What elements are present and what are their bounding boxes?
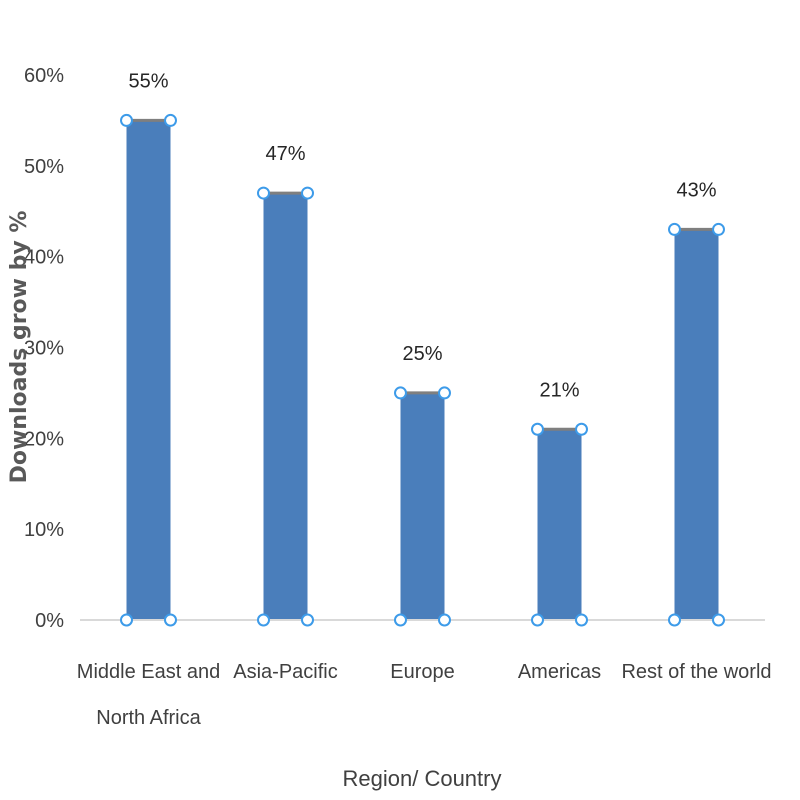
x-category-label-line: Rest of the world [621,661,771,683]
resize-handle[interactable] [531,613,544,627]
resize-handle[interactable] [120,613,133,627]
resize-handle[interactable] [120,113,133,127]
x-category-label: Middle East and North Africa [77,661,220,729]
resize-handle[interactable] [438,613,451,627]
resize-handle[interactable] [301,186,314,200]
data-label: 55% [128,70,168,92]
bar[interactable] [263,193,308,621]
y-tick-label: 60% [24,65,64,87]
x-category-label: Asia-Pacific [233,661,337,683]
x-category-label-line: Europe [390,661,455,683]
data-label: 25% [402,343,442,365]
y-axis-ticks: 0% 10% 20% 30% 40% 50% 60% [24,65,64,632]
bars [126,118,719,621]
data-label: 47% [265,143,305,165]
y-tick-label: 20% [24,428,64,450]
selection-handles[interactable] [120,113,725,627]
x-category-label-line: Asia-Pacific [233,661,337,683]
y-tick-label: 0% [35,610,64,632]
x-axis-title: Region/ Country [343,766,502,791]
resize-handle[interactable] [575,613,588,627]
data-label: 43% [676,179,716,201]
y-tick-label: 30% [24,338,64,360]
x-category-label: Americas [518,661,601,683]
resize-handle[interactable] [394,613,407,627]
x-category-label: Rest of the world [621,661,771,683]
resize-handle[interactable] [257,186,270,200]
x-category-label-line: North Africa [96,707,201,729]
y-tick-label: 10% [24,519,64,541]
x-category-label-line: Americas [518,661,601,683]
resize-handle[interactable] [257,613,270,627]
data-label: 21% [539,379,579,401]
resize-handle[interactable] [712,222,725,236]
resize-handle[interactable] [164,613,177,627]
resize-handle[interactable] [164,113,177,127]
x-axis-category-labels: Middle East and North Africa Asia-Pacific E… [77,661,772,729]
x-category-label-line: Middle East and [77,661,220,683]
y-tick-label: 40% [24,247,64,269]
y-axis-title: Downloads grow by % [7,211,32,484]
y-tick-label: 50% [24,156,64,178]
data-labels: 55% 47% 25% 21% 43% [128,70,716,401]
resize-handle[interactable] [531,422,544,436]
resize-handle[interactable] [301,613,314,627]
resize-handle[interactable] [668,613,681,627]
bar[interactable] [400,392,445,620]
bar[interactable] [126,120,171,621]
bar[interactable] [674,229,719,620]
resize-handle[interactable] [575,422,588,436]
bar[interactable] [537,429,582,620]
resize-handle[interactable] [394,386,407,400]
resize-handle[interactable] [668,222,681,236]
resize-handle[interactable] [438,386,451,400]
resize-handle[interactable] [712,613,725,627]
x-category-label: Europe [390,661,455,683]
